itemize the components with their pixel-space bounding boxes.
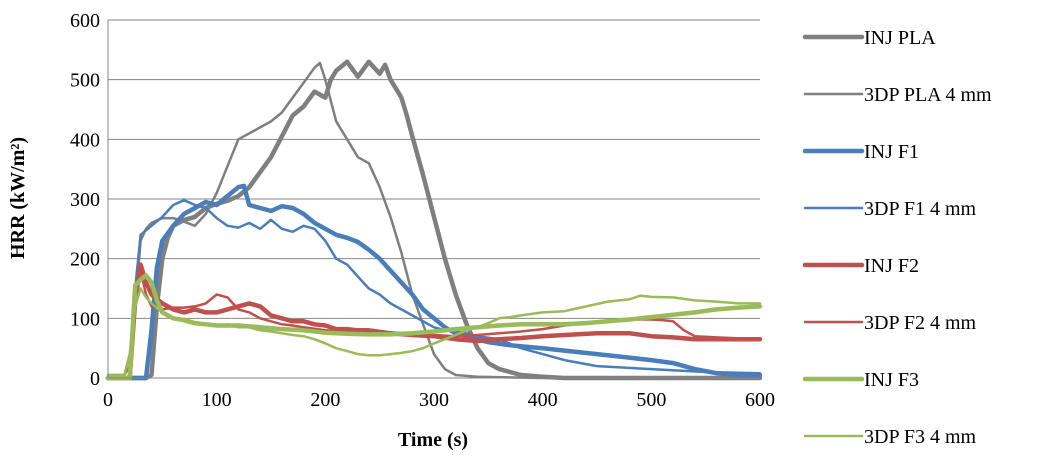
legend: INJ PLA 3DP PLA 4 mm INJ F1 3DP F1 4 mm INJ … [802, 27, 992, 448]
grid-lines [108, 19, 760, 319]
y-tick-label: 300 [70, 189, 100, 211]
legend-label: 3DP PLA 4 mm [864, 84, 992, 106]
y-axis-title: HRR (kW/m²) [7, 137, 29, 259]
legend-label: INJ F2 [864, 255, 919, 277]
legend-label: 3DP F3 4 mm [864, 426, 977, 448]
legend-label: INJ F3 [864, 369, 919, 391]
series-lines [105, 59, 763, 381]
x-tick-label: 400 [528, 389, 558, 411]
x-tick-label: 500 [636, 389, 666, 411]
x-axis-title: Time (s) [398, 429, 468, 451]
x-tick-label: 100 [202, 389, 232, 411]
legend-label: INJ PLA [864, 27, 936, 49]
legend-label: 3DP F2 4 mm [864, 312, 977, 334]
legend-label: INJ F1 [864, 141, 919, 163]
series-line-4 [105, 262, 763, 381]
axes [107, 20, 760, 379]
x-tick-label: 600 [745, 389, 775, 411]
legend-label: 3DP F1 4 mm [864, 198, 977, 220]
y-tick-labels: 0 100 200 300 400 500 600 [70, 10, 100, 390]
x-tick-label: 200 [310, 389, 340, 411]
y-tick-label: 100 [70, 308, 100, 330]
y-tick-label: 0 [90, 368, 100, 390]
y-tick-label: 400 [70, 129, 100, 151]
x-tick-label: 0 [103, 389, 113, 411]
y-tick-label: 200 [70, 249, 100, 271]
y-tick-label: 500 [70, 70, 100, 92]
x-tick-labels: 0 100 200 300 400 500 600 [103, 389, 775, 411]
series-line-6 [105, 273, 763, 381]
series-line-7 [106, 287, 762, 377]
x-tick-label: 300 [419, 389, 449, 411]
y-tick-label: 600 [70, 10, 100, 32]
